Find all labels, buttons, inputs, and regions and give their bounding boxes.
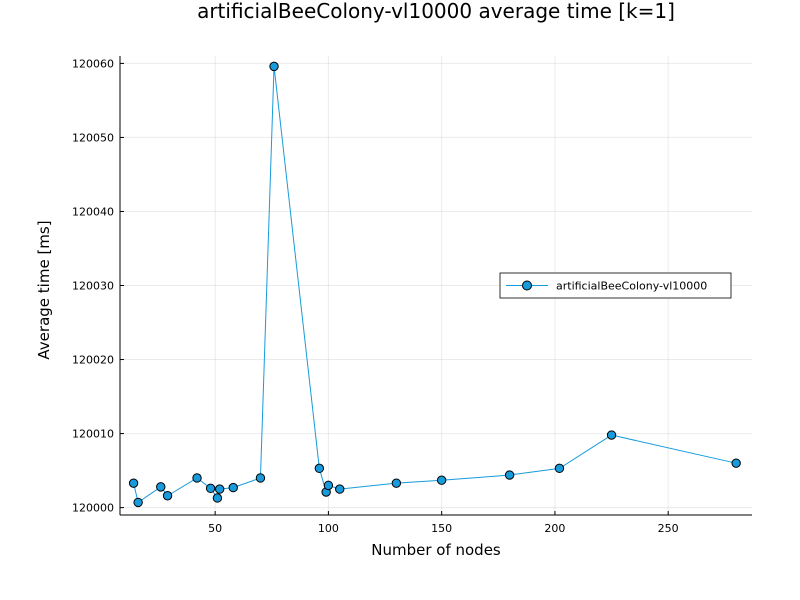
legend-marker: [522, 280, 532, 291]
x-tick-label: 150: [431, 522, 452, 535]
x-tick-label: 100: [318, 522, 339, 535]
x-tick-label: 200: [544, 522, 565, 535]
data-point: [228, 482, 238, 493]
data-point: [269, 61, 279, 72]
y-tick-label: 120020: [72, 354, 114, 367]
data-point: [606, 430, 617, 440]
data-point: [554, 463, 565, 474]
data-point: [391, 478, 402, 488]
data-point: [156, 482, 166, 492]
data-point: [133, 497, 143, 508]
chart-title: artificialBeeColony-vl10000 average time…: [197, 0, 675, 23]
tick-labels: 50 100 150 200 250 120000 120010 120020 120030 12…: [72, 57, 679, 535]
data-point: [192, 473, 202, 483]
legend: artificialBeeColony-vl10000: [499, 272, 732, 299]
series-layer: [128, 61, 741, 508]
y-tick-label: 120050: [72, 131, 114, 144]
data-point: [128, 478, 139, 488]
data-point: [205, 483, 216, 494]
y-tick-label: 120060: [72, 57, 114, 70]
legend-label: artificialBeeColony-vl10000: [556, 280, 707, 293]
data-point: [436, 475, 447, 485]
y-axis-label: Average time [ms]: [35, 220, 53, 359]
data-point: [504, 470, 515, 480]
y-tick-label: 120040: [72, 205, 114, 218]
x-tick-label: 250: [658, 522, 679, 535]
data-point: [314, 463, 325, 474]
axes: [119, 56, 752, 516]
y-tick-label: 120030: [72, 280, 114, 293]
data-point: [731, 458, 741, 468]
data-point: [162, 491, 173, 501]
x-tick-label: 50: [208, 522, 222, 535]
y-tick-label: 120000: [72, 502, 114, 515]
data-point: [335, 484, 345, 494]
data-point: [323, 480, 334, 491]
x-axis-label: Number of nodes: [371, 541, 501, 559]
data-point: [255, 473, 266, 483]
y-tick-label: 120010: [72, 428, 114, 441]
data-point: [214, 484, 225, 494]
data-point: [212, 493, 223, 503]
